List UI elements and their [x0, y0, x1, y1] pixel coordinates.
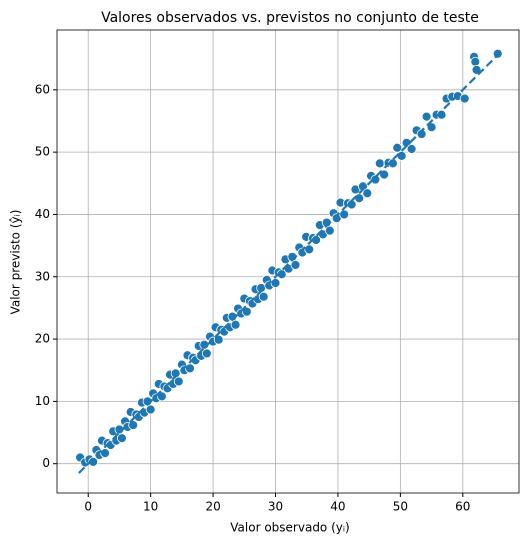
- point: [185, 363, 195, 374]
- y-tick-label: 20: [35, 332, 50, 346]
- x-tick-label: 10: [143, 500, 158, 514]
- x-tick-label: 60: [455, 500, 470, 514]
- point: [396, 150, 407, 161]
- chart-title: Valores observados vs. previstos no conj…: [101, 10, 479, 26]
- point: [128, 420, 139, 430]
- y-axis-label: Valor previsto (ŷᵢ): [9, 210, 23, 315]
- point: [213, 334, 224, 345]
- y-tick-label: 50: [35, 145, 50, 159]
- point: [471, 64, 482, 75]
- point: [156, 391, 167, 402]
- reference-line: [78, 54, 499, 474]
- point: [117, 433, 127, 444]
- point: [304, 244, 315, 255]
- point: [173, 376, 184, 387]
- point: [392, 142, 403, 153]
- point: [370, 174, 381, 185]
- x-tick-label: 30: [268, 500, 283, 514]
- point: [354, 193, 365, 204]
- point: [258, 291, 269, 302]
- y-tick-label: 40: [35, 207, 50, 221]
- y-tick-label: 0: [42, 456, 50, 470]
- point: [379, 169, 390, 180]
- point: [100, 448, 110, 459]
- x-tick-label: 20: [205, 500, 220, 514]
- point: [145, 404, 156, 415]
- x-tick-label: 50: [393, 500, 408, 514]
- point: [421, 111, 432, 122]
- point: [290, 260, 301, 270]
- point: [374, 158, 385, 169]
- y-tick-label: 30: [35, 269, 50, 283]
- point: [241, 306, 252, 317]
- point: [470, 56, 481, 67]
- point: [459, 93, 470, 104]
- point: [270, 278, 281, 288]
- point: [201, 348, 212, 359]
- y-tick-label: 10: [35, 394, 50, 408]
- x-axis-label: Valor observado (yᵢ): [230, 521, 349, 535]
- x-tick-label: 0: [84, 500, 92, 514]
- x-tick-label: 40: [330, 500, 345, 514]
- point: [426, 122, 437, 133]
- point: [230, 319, 241, 330]
- plot-frame: [56, 29, 520, 494]
- point: [406, 144, 417, 154]
- y-tick-label: 60: [35, 82, 50, 96]
- point: [362, 188, 373, 199]
- point: [339, 209, 350, 220]
- point: [324, 225, 335, 236]
